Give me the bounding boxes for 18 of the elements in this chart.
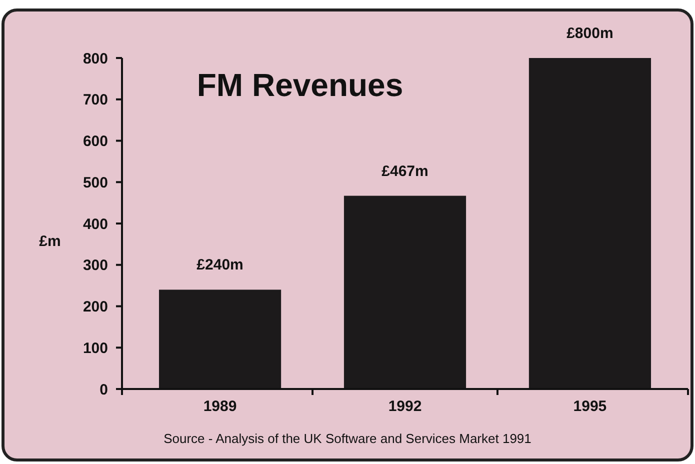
y-tick-label: 700 [82, 92, 108, 109]
x-tick-label: 1989 [203, 398, 237, 415]
x-tick-label: 1992 [388, 398, 422, 415]
y-axis-title: £m [39, 233, 61, 250]
y-tick-label: 100 [82, 340, 108, 357]
y-tick-label: 200 [82, 298, 108, 316]
source-note: Source - Analysis of the UK Software and Services Market 1991 [164, 431, 532, 446]
y-tick-label: 400 [82, 216, 108, 233]
data-label: £467m [382, 162, 428, 180]
y-tick-label: 800 [82, 50, 108, 68]
y-tick-label: 500 [82, 174, 108, 192]
x-tick-label: 1995 [573, 398, 607, 415]
y-tick-label: 0 [100, 381, 108, 398]
data-label: £240m [196, 256, 244, 274]
y-tick-label: 600 [82, 133, 108, 150]
y-tick-label: 300 [82, 257, 108, 274]
chart-title: FM Revenues [196, 67, 404, 103]
data-label: £800m [566, 25, 614, 42]
